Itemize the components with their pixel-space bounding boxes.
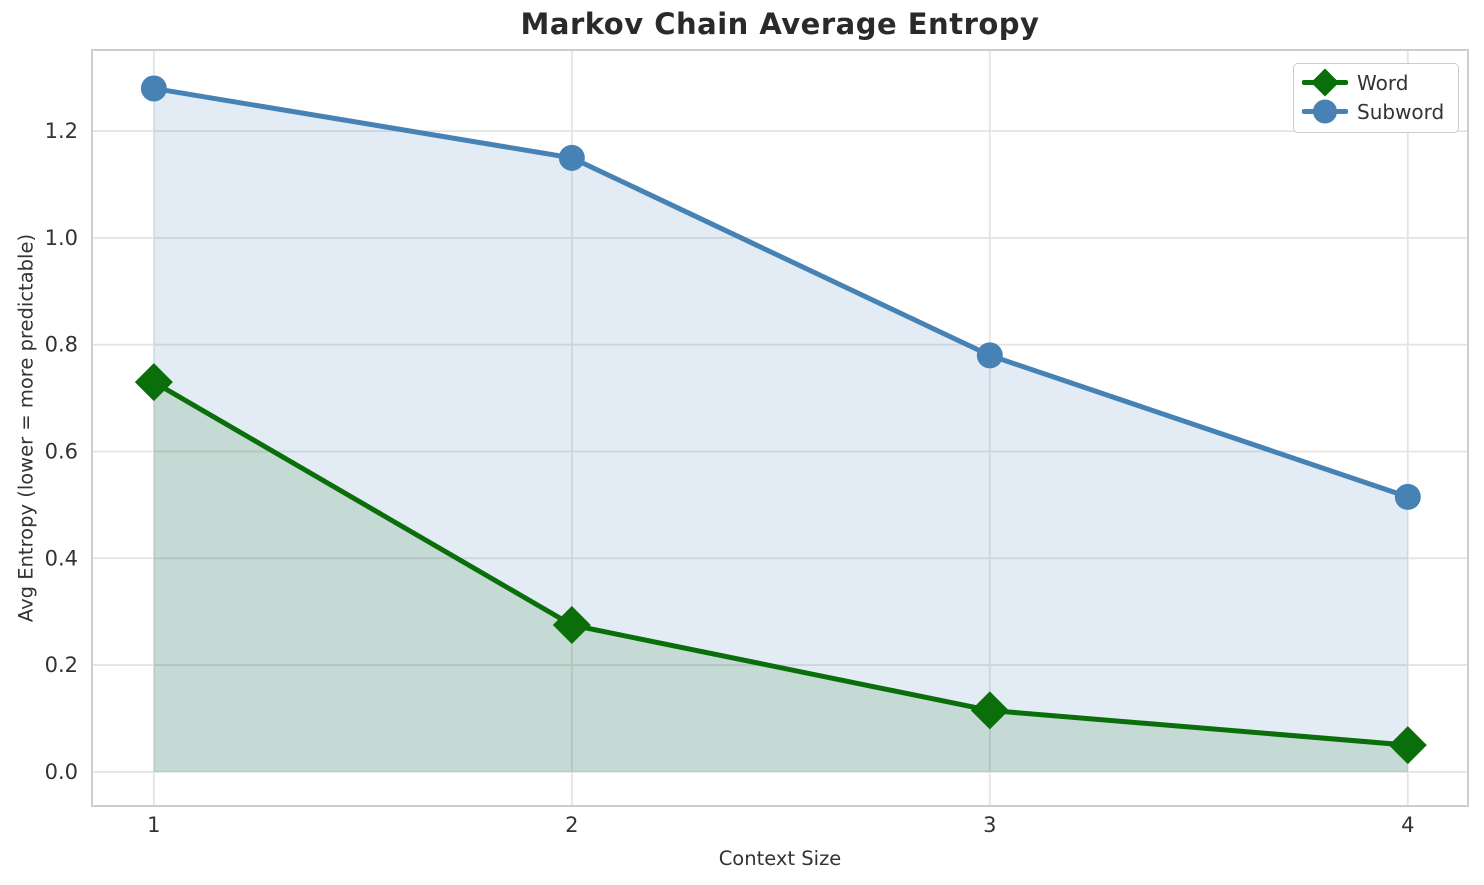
word-area xyxy=(153,382,1408,772)
circle-marker xyxy=(976,342,1003,369)
word-series xyxy=(134,363,1427,765)
axes-spines xyxy=(91,49,1469,807)
legend-item-word: Word xyxy=(1302,68,1448,97)
gridlines xyxy=(92,50,1468,806)
y-tick-label: 0.8 xyxy=(45,333,78,357)
diamond-marker xyxy=(134,363,173,402)
legend-label-subword: Subword xyxy=(1357,99,1445,124)
diamond-marker xyxy=(552,606,591,645)
circle-marker xyxy=(558,144,585,171)
circle-marker xyxy=(140,75,167,102)
legend-label-word: Word xyxy=(1357,70,1409,95)
circle-marker xyxy=(1394,483,1421,510)
y-tick-label: 0.2 xyxy=(45,653,78,677)
x-tick-label: 1 xyxy=(147,813,160,837)
y-tick-label: 1.0 xyxy=(45,226,78,250)
x-axis-label: Context Size xyxy=(718,847,842,870)
legend: Word Subword xyxy=(1293,63,1459,133)
diamond-marker xyxy=(1388,726,1427,765)
word-diamond-marker-icon xyxy=(1302,68,1348,97)
y-tick-label: 1.2 xyxy=(45,119,78,143)
diamond-marker xyxy=(1311,68,1339,97)
x-tick-label: 2 xyxy=(565,813,578,837)
subword-series xyxy=(140,75,1421,510)
legend-item-subword: Subword xyxy=(1302,97,1448,126)
x-tick-label: 3 xyxy=(983,813,996,837)
subword-line xyxy=(151,85,1411,500)
x-tick-label: 4 xyxy=(1401,813,1414,837)
chart-title: Markov Chain Average Entropy xyxy=(520,7,1040,41)
y-tick-label: 0.6 xyxy=(45,439,78,463)
y-tick-label: 0.0 xyxy=(45,760,78,784)
subword-circle-marker-icon xyxy=(1302,99,1348,124)
circle-marker xyxy=(1313,99,1337,124)
subword-area xyxy=(153,88,1408,772)
tick-labels: 1 2 3 4 0.0 0.2 0.4 0.6 0.8 1.0 1.2 xyxy=(45,119,1415,837)
word-line xyxy=(151,379,1411,748)
diamond-marker xyxy=(970,691,1009,730)
y-tick-label: 0.4 xyxy=(45,546,78,570)
